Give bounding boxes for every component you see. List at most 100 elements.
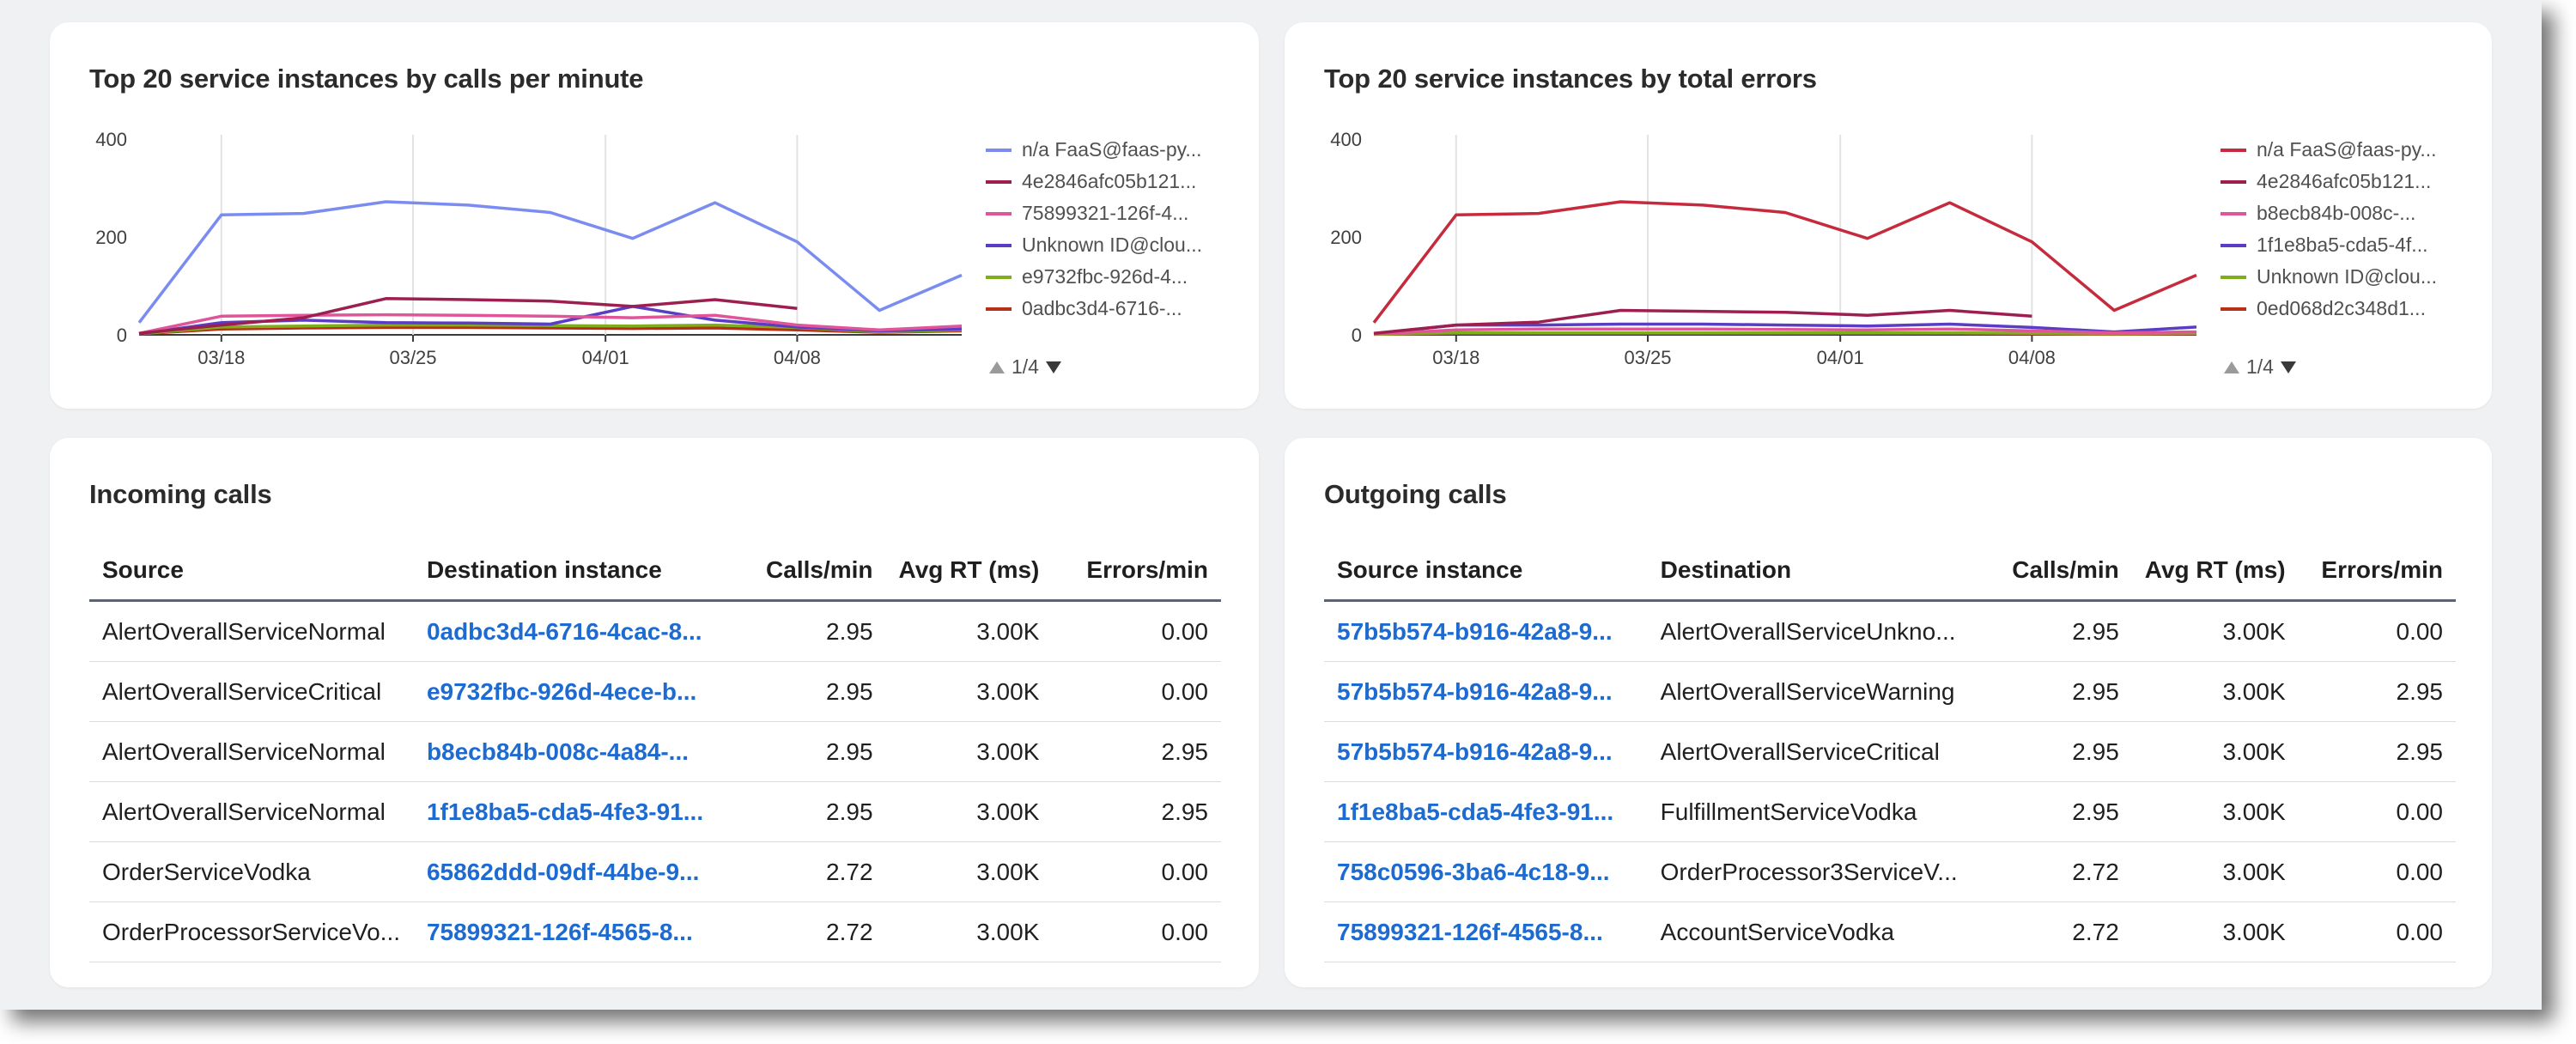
column-header[interactable]: Avg RT (ms) (2131, 541, 2299, 602)
errors-chart-legend: n/a FaaS@faas-py... 4e2846afc05b121... b8e… (2221, 134, 2478, 325)
column-header[interactable]: Calls/min (751, 541, 886, 602)
table-row: OrderServiceVodka 65862ddd-09df-44be-9...… (89, 841, 1221, 902)
table-cell: 2.95 (2298, 661, 2456, 722)
instance-link[interactable]: 75899321-126f-4565-8... (1324, 901, 1648, 962)
x-tick-label: 04/08 (774, 347, 821, 368)
y-tick-label: 0 (117, 325, 127, 346)
legend-label: n/a FaaS@faas-py... (2257, 138, 2437, 161)
instance-link[interactable]: 57b5b574-b916-42a8-9... (1324, 721, 1648, 782)
table-cell: 3.00K (885, 781, 1053, 842)
table-cell: 2.95 (1997, 781, 2132, 842)
legend-item[interactable]: 4e2846afc05b121... (986, 166, 1243, 197)
y-tick-label: 400 (95, 129, 127, 150)
legend-label: Unknown ID@clou... (2257, 265, 2437, 288)
table-cell: 3.00K (885, 721, 1053, 782)
table-cell: OrderServiceVodka (89, 841, 414, 902)
legend-swatch (2221, 243, 2246, 247)
series-line (1373, 327, 2197, 336)
table-cell: 0.00 (1052, 600, 1221, 662)
column-header[interactable]: Source (89, 541, 414, 602)
legend-item[interactable]: 4e2846afc05b121... (2221, 166, 2478, 197)
table-cell: 0.00 (2298, 901, 2456, 962)
column-header[interactable]: Destination instance (413, 541, 752, 602)
series-line (1373, 331, 2197, 337)
instance-link[interactable]: 1f1e8ba5-cda5-4fe3-91... (413, 781, 752, 842)
legend-swatch (986, 307, 1012, 311)
instance-link[interactable]: 57b5b574-b916-42a8-9... (1324, 661, 1648, 722)
legend-item[interactable]: 0ed068d2c348d1... (2221, 293, 2478, 325)
x-tick-label: 03/18 (1432, 347, 1479, 368)
legend-item[interactable]: 1f1e8ba5-cda5-4f... (2221, 229, 2478, 261)
pager-up-icon[interactable] (989, 361, 1005, 373)
table-cell: 3.00K (2131, 781, 2299, 842)
table-cell: 0.00 (1052, 841, 1221, 902)
instance-link[interactable]: 75899321-126f-4565-8... (413, 901, 752, 962)
series-line (138, 325, 963, 336)
legend-item[interactable]: n/a FaaS@faas-py... (986, 134, 1243, 166)
table-cell: AccountServiceVodka (1647, 901, 1998, 962)
x-tick-label: 04/08 (2008, 347, 2056, 368)
table-row: AlertOverallServiceNormal b8ecb84b-008c-4… (89, 721, 1221, 782)
calls-line-chart[interactable]: 0 200 400 03/18 03/25 04/01 04/08 (50, 22, 1259, 409)
legend-swatch (2221, 179, 2246, 184)
instance-link[interactable]: 0adbc3d4-6716-4cac-8... (413, 600, 752, 662)
table-cell: 3.00K (2131, 661, 2299, 722)
instance-link[interactable]: 65862ddd-09df-44be-9... (413, 841, 752, 902)
column-header[interactable]: Avg RT (ms) (885, 541, 1053, 602)
table-cell: AlertOverallServiceCritical (89, 661, 414, 722)
table-row: 758c0596-3ba6-4c18-9... OrderProcessor3Se… (1324, 841, 2456, 902)
table-cell: 3.00K (2131, 721, 2299, 782)
pager-up-icon[interactable] (2224, 361, 2239, 373)
table-row: 57b5b574-b916-42a8-9... AlertOverallServi… (1324, 600, 2456, 662)
instance-link[interactable]: 1f1e8ba5-cda5-4fe3-91... (1324, 781, 1648, 842)
table-row: AlertOverallServiceCritical e9732fbc-926d… (89, 661, 1221, 722)
instance-link[interactable]: b8ecb84b-008c-4a84-... (413, 721, 752, 782)
legend-label: 4e2846afc05b121... (2257, 170, 2432, 192)
legend-label: 4e2846afc05b121... (1022, 170, 1197, 192)
table-cell: AlertOverallServiceCritical (1647, 721, 1998, 782)
table-cell: 2.72 (1997, 841, 2132, 902)
pager-down-icon[interactable] (1045, 361, 1061, 373)
outgoing-calls-title: Outgoing calls (1324, 479, 1507, 509)
table-cell: AlertOverallServiceNormal (89, 781, 414, 842)
legend-item[interactable]: Unknown ID@clou... (2221, 261, 2478, 293)
column-header[interactable]: Errors/min (2298, 541, 2456, 602)
incoming-calls-card: Incoming calls Source Destination instanc… (50, 438, 1259, 987)
table-row: 1f1e8ba5-cda5-4fe3-91... FulfillmentServi… (1324, 781, 2456, 842)
table-cell: AlertOverallServiceUnkno... (1647, 600, 1998, 662)
column-header[interactable]: Source instance (1324, 541, 1648, 602)
column-header[interactable]: Destination (1647, 541, 1998, 602)
table-cell: 2.95 (751, 661, 886, 722)
table-row: AlertOverallServiceNormal 1f1e8ba5-cda5-4… (89, 781, 1221, 842)
column-header[interactable]: Errors/min (1052, 541, 1221, 602)
legend-item[interactable]: b8ecb84b-008c-... (2221, 197, 2478, 229)
column-header[interactable]: Calls/min (1997, 541, 2132, 602)
table-cell: OrderProcessor3ServiceV... (1647, 841, 1998, 902)
legend-swatch (2221, 148, 2246, 152)
legend-label: e9732fbc-926d-4... (1022, 265, 1188, 288)
legend-item[interactable]: n/a FaaS@faas-py... (2221, 134, 2478, 166)
legend-swatch (986, 275, 1012, 279)
legend-label: n/a FaaS@faas-py... (1022, 138, 1202, 161)
table-cell: 2.72 (1997, 901, 2132, 962)
instance-link[interactable]: 758c0596-3ba6-4c18-9... (1324, 841, 1648, 902)
table-cell: 3.00K (2131, 901, 2299, 962)
table-cell: 3.00K (2131, 600, 2299, 662)
table-row: OrderProcessorServiceVo... 75899321-126f-… (89, 901, 1221, 962)
table-cell: 3.00K (885, 841, 1053, 902)
series-line (1372, 200, 2197, 324)
legend-item[interactable]: 75899321-126f-4... (986, 197, 1243, 229)
instance-link[interactable]: 57b5b574-b916-42a8-9... (1324, 600, 1648, 662)
series-line (1373, 308, 2032, 336)
table-cell: 3.00K (885, 901, 1053, 962)
table-cell: 0.00 (1052, 661, 1221, 722)
instance-link[interactable]: e9732fbc-926d-4ece-b... (413, 661, 752, 722)
legend-label: 1f1e8ba5-cda5-4f... (2257, 234, 2428, 256)
legend-item[interactable]: e9732fbc-926d-4... (986, 261, 1243, 293)
pager-down-icon[interactable] (2280, 361, 2296, 373)
legend-item[interactable]: 0adbc3d4-6716-... (986, 293, 1243, 325)
table-cell: 2.95 (751, 600, 886, 662)
errors-line-chart[interactable]: 0 200 400 03/18 03/25 04/01 04/08 (1285, 22, 2492, 409)
legend-label: b8ecb84b-008c-... (2257, 202, 2416, 224)
legend-item[interactable]: Unknown ID@clou... (986, 229, 1243, 261)
